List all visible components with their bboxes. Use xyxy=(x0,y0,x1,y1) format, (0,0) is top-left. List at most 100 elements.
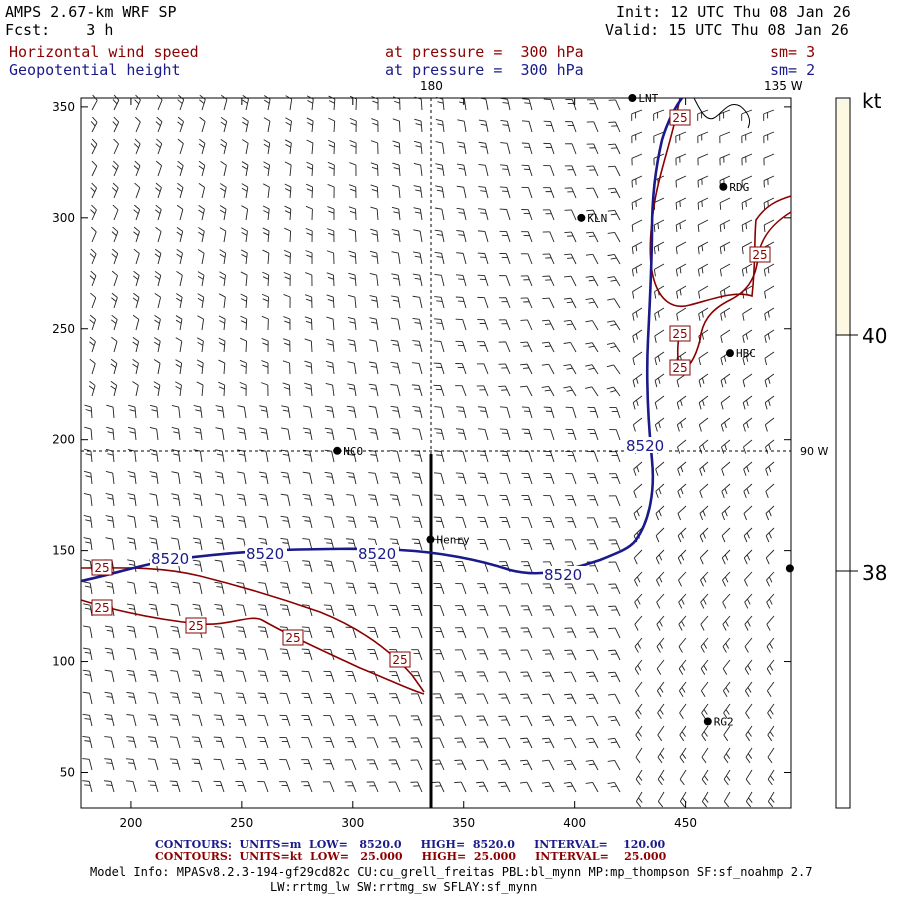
wind-barb xyxy=(348,272,357,287)
wind-barb xyxy=(369,317,379,331)
wind-barb xyxy=(719,153,731,166)
wind-barb xyxy=(676,307,687,321)
wind-barb xyxy=(370,228,379,243)
wind-barb xyxy=(764,285,775,299)
wind-barb xyxy=(411,627,423,639)
wind-barb xyxy=(324,516,335,529)
wind-barb xyxy=(432,759,445,771)
height-contour-labels: 8520 8520 8520 8520 8520 xyxy=(150,437,667,584)
field-1-name: Horizontal wind speed xyxy=(9,43,199,61)
wind-barb xyxy=(542,649,555,661)
wind-barb xyxy=(104,713,115,727)
wind-barb xyxy=(542,627,555,639)
wind-barb xyxy=(767,769,775,786)
wind-barb xyxy=(305,272,313,287)
wind-barb xyxy=(586,671,599,683)
wind-barb xyxy=(563,297,577,309)
wind-barb xyxy=(742,351,753,366)
wind-barb xyxy=(722,681,731,697)
wind-barb xyxy=(236,604,247,617)
wind-barb xyxy=(456,163,467,177)
wind-barb xyxy=(564,253,577,265)
wind-barb xyxy=(219,205,227,221)
wind-barb xyxy=(171,515,181,529)
wind-barb xyxy=(744,681,753,697)
wind-barb xyxy=(653,219,665,232)
wind-barb xyxy=(542,231,555,243)
wind-barb xyxy=(263,183,270,199)
wind-barb xyxy=(83,625,93,639)
wind-barb xyxy=(236,626,247,639)
speed-label: 25 xyxy=(91,599,113,616)
wind-barb xyxy=(608,583,621,595)
wind-barb xyxy=(302,449,313,463)
wind-barb xyxy=(455,538,467,551)
height-label-bg-1 xyxy=(150,550,192,566)
wind-barb xyxy=(655,505,665,521)
wind-barb xyxy=(257,648,269,661)
wind-barb xyxy=(632,395,643,410)
wind-barb xyxy=(176,182,184,199)
wind-barb xyxy=(155,226,162,243)
wind-barb xyxy=(391,273,401,287)
wind-barb xyxy=(240,293,248,309)
wind-barb xyxy=(721,549,731,565)
wind-barb xyxy=(521,231,533,243)
wind-barb xyxy=(305,250,313,265)
wind-barb xyxy=(498,319,511,331)
wind-barb xyxy=(84,426,93,441)
wind-barb xyxy=(191,780,203,793)
wind-barb xyxy=(564,693,577,705)
wind-barb xyxy=(242,139,249,155)
wind-barb xyxy=(478,163,489,177)
wind-barb xyxy=(82,713,93,727)
wind-barb xyxy=(196,381,204,397)
init-time: Init: 12 UTC Thu 08 Jan 26 xyxy=(616,3,851,21)
wind-barb xyxy=(306,95,314,111)
wind-barb xyxy=(148,603,159,617)
wind-barb xyxy=(455,472,467,485)
wind-barb xyxy=(235,670,247,683)
wind-barb xyxy=(455,605,467,617)
speed-label: 25 xyxy=(669,109,691,126)
wind-barb xyxy=(565,406,577,419)
wind-barb xyxy=(389,516,401,529)
wind-barb xyxy=(564,539,577,551)
wind-barb xyxy=(411,671,423,683)
wind-barb xyxy=(520,649,533,661)
field-1-smooth: sm= 3 xyxy=(770,43,816,61)
wind-barb xyxy=(349,95,357,111)
wind-barb xyxy=(455,385,467,397)
wind-barb xyxy=(134,182,141,199)
wind-barb xyxy=(322,781,335,793)
wind-barb xyxy=(563,386,577,397)
wind-barb xyxy=(607,187,621,199)
wind-barb xyxy=(608,517,621,529)
wind-barb xyxy=(170,714,181,727)
wind-barb xyxy=(112,94,120,111)
x-tick-label: 450 xyxy=(674,816,697,830)
wind-barb xyxy=(237,405,247,419)
wind-barb xyxy=(499,230,511,243)
wind-barb xyxy=(656,681,665,697)
wind-barb xyxy=(412,295,423,309)
wind-barb xyxy=(112,160,119,177)
wind-barb xyxy=(345,604,357,617)
speed-label: 25 xyxy=(282,629,304,646)
wind-barb xyxy=(214,603,225,617)
wind-barb xyxy=(219,271,226,287)
wind-barb xyxy=(700,659,709,675)
wind-barb xyxy=(455,627,467,639)
wind-barb xyxy=(391,206,401,221)
wind-barb xyxy=(258,471,269,485)
wind-barb xyxy=(744,615,753,631)
wind-barb xyxy=(411,560,423,573)
svg-text:LNT: LNT xyxy=(638,92,658,105)
wind-barb xyxy=(542,583,555,595)
wind-barb xyxy=(655,527,665,543)
wind-barb xyxy=(499,186,511,199)
wind-barb xyxy=(764,417,775,432)
wind-barb xyxy=(327,184,335,199)
wind-barb xyxy=(498,341,511,353)
y-tick-label: 50 xyxy=(60,766,75,780)
